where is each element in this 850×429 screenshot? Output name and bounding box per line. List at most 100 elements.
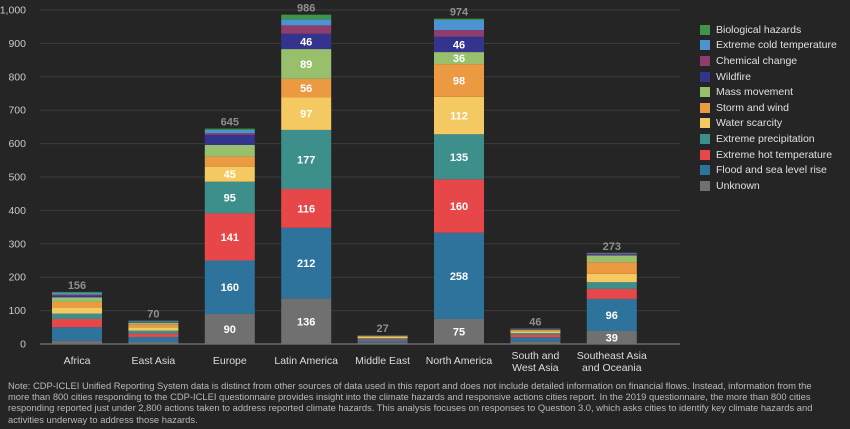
bar-total-label: 986	[297, 3, 315, 15]
bar-segment	[52, 297, 102, 302]
bar-segment	[52, 292, 102, 295]
bar-segment	[510, 331, 561, 333]
legend-label: Wildfire	[716, 70, 752, 83]
segment-value-label: 141	[221, 232, 239, 244]
gridlines	[40, 9, 680, 345]
bar-segment	[204, 129, 255, 134]
legend-item: Wildfire	[700, 69, 837, 85]
bar-segment	[281, 129, 332, 190]
segment-value-label: 36	[453, 53, 465, 65]
bar-segment	[52, 318, 102, 328]
legend-swatch	[700, 118, 710, 129]
legend-label: Extreme precipitation	[716, 132, 815, 145]
legend-item: Extreme hot temperature	[700, 147, 837, 163]
x-category-label: North America	[426, 355, 493, 367]
segment-value-label: 46	[453, 39, 465, 51]
bar-segment	[434, 52, 484, 65]
segment-value-label: 112	[450, 111, 468, 123]
bar-totals: 156 70 645 986 27 974 46 273	[68, 3, 621, 335]
bar-segment	[204, 128, 255, 130]
segment-value-label: 258	[450, 271, 468, 283]
y-tick-label: 1,000	[0, 5, 26, 17]
x-axis-category-labels: Africa East Asia Europe Latin America Middle…	[64, 350, 647, 374]
bar-segment	[281, 14, 332, 20]
y-tick-label: 300	[8, 238, 26, 250]
bar-segment	[434, 179, 484, 233]
bar-total-label: 645	[221, 117, 239, 129]
bar-segment	[357, 337, 408, 340]
legend-swatch	[700, 180, 710, 191]
bar-segment	[128, 336, 179, 342]
bar-segment	[52, 294, 102, 296]
bar-segment	[434, 64, 484, 97]
bar-segment	[52, 291, 102, 293]
segment-value-label: 136	[297, 316, 315, 328]
bar-segment	[586, 253, 637, 255]
bar-segment	[510, 330, 561, 332]
bar-segment	[357, 336, 408, 338]
y-tick-label: 400	[8, 205, 26, 217]
bar-segment	[281, 189, 332, 228]
x-category-label: Latin America	[274, 355, 338, 367]
bar-segment	[586, 254, 637, 256]
legend-item: Mass movement	[700, 84, 837, 100]
bar-segment	[434, 18, 484, 21]
legend-label: Extreme hot temperature	[716, 148, 833, 161]
legend-item: Flood and sea level rise	[700, 162, 837, 178]
bar-segment	[510, 337, 561, 342]
y-tick-label: 700	[8, 105, 26, 117]
legend-swatch	[700, 71, 710, 82]
bar-segment	[434, 20, 484, 31]
bar-segment	[52, 340, 102, 344]
bar-segment	[281, 33, 332, 50]
legend-label: Extreme cold temperature	[716, 39, 837, 52]
segment-value-label: 160	[450, 201, 468, 213]
y-tick-label: 100	[8, 305, 26, 317]
bar-segment	[357, 340, 408, 343]
bar-segment	[281, 227, 332, 299]
bar-segment	[586, 253, 637, 254]
bar-segment	[586, 255, 637, 263]
bar-segment	[357, 335, 408, 337]
x-category-label: Europe	[213, 355, 247, 367]
bar-segment	[434, 134, 484, 180]
segment-value-label: 135	[450, 152, 468, 164]
bar-segment	[357, 339, 408, 341]
bar-total-label: 156	[68, 280, 86, 292]
bar-total-label: 46	[529, 317, 541, 329]
legend-swatch	[700, 55, 710, 66]
bar-segment	[281, 25, 332, 34]
bar-segment	[510, 329, 561, 331]
x-category-label: South and West Asia	[511, 350, 559, 374]
legend-item: Extreme precipitation	[700, 131, 837, 147]
y-tick-label: 0	[20, 339, 26, 351]
segment-value-label: 212	[297, 258, 315, 270]
bar-segment	[281, 97, 332, 130]
bar-segment	[281, 49, 332, 79]
bar-segment	[357, 342, 408, 344]
bar-segment	[204, 134, 255, 145]
x-category-label: Southeast Asia and Oceania	[577, 350, 647, 374]
bar-segment	[586, 282, 637, 289]
bar-total-label: 974	[450, 7, 469, 19]
bar-segment	[510, 332, 561, 335]
segment-value-label: 98	[453, 75, 465, 87]
y-tick-label: 800	[8, 71, 26, 83]
bar-segment	[128, 324, 179, 328]
y-tick-label: 500	[8, 172, 26, 184]
bar-segment	[434, 96, 484, 135]
bar-segment	[204, 166, 255, 182]
y-tick-label: 900	[8, 38, 26, 50]
bar-segment	[586, 273, 637, 283]
bar-segment	[586, 298, 637, 331]
legend-label: Unknown	[716, 179, 760, 192]
bar-segment	[204, 144, 255, 157]
segment-value-label: 90	[224, 324, 236, 336]
segment-value-label: 46	[300, 36, 312, 48]
legend-label: Biological hazards	[716, 23, 802, 36]
segment-value-label: 116	[297, 203, 315, 215]
segment-value-label: 96	[606, 310, 618, 322]
y-tick-label: 600	[8, 138, 26, 150]
legend-item: Chemical change	[700, 53, 837, 69]
